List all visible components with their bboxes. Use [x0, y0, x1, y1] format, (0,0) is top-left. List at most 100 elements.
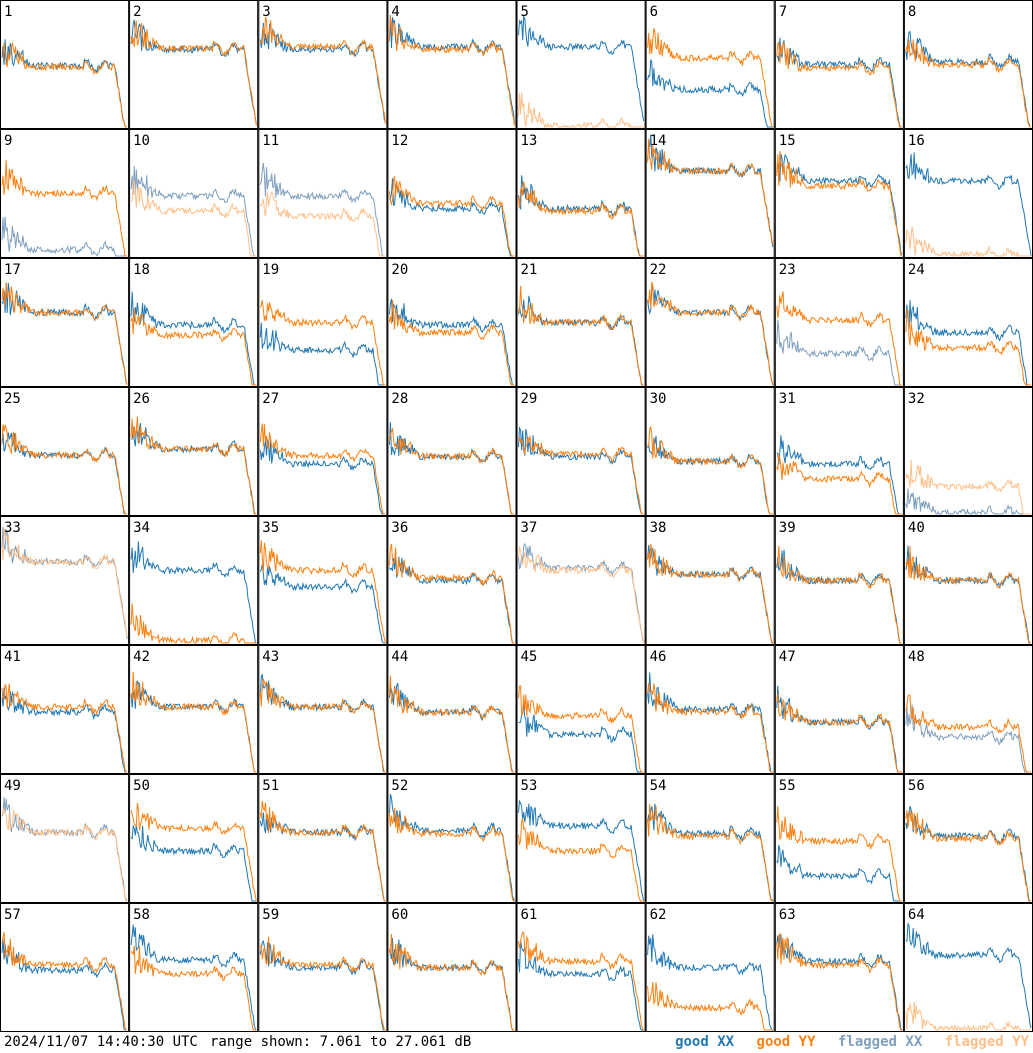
panel-40: 40	[903, 516, 1033, 645]
panel-frame	[903, 258, 1033, 387]
panel-frame	[258, 0, 388, 129]
series-xx-line	[1, 282, 128, 386]
panel-26: 26	[129, 387, 259, 516]
panel-47: 47	[774, 645, 904, 774]
legend-flagged-xx: flagged XX	[837, 1034, 923, 1050]
series-yy-line	[388, 299, 515, 386]
series-xx-line	[905, 545, 1031, 644]
panel-label: 60	[391, 907, 408, 923]
panel-frame	[645, 387, 775, 516]
series-xx-line	[388, 422, 515, 515]
series-yy-line	[905, 694, 1031, 773]
panel-44: 44	[387, 645, 517, 774]
series-xx-line	[518, 940, 644, 1031]
panel-15: 15	[774, 129, 904, 258]
panel-frame	[129, 645, 259, 774]
panel-50: 50	[129, 774, 259, 903]
panel-label: 4	[391, 4, 399, 20]
panel-61: 61	[516, 903, 646, 1032]
panel-25: 25	[0, 387, 130, 516]
panel-11: 11	[258, 129, 388, 258]
series-yy-line	[647, 982, 773, 1031]
series-yy-line	[130, 802, 257, 902]
panel-9: 9	[0, 129, 130, 258]
panel-37: 37	[516, 516, 646, 645]
series-yy-line	[905, 1001, 1031, 1032]
panel-label: 40	[908, 520, 925, 536]
panel-33: 33	[0, 516, 130, 645]
series-xx-line	[776, 37, 902, 128]
series-yy-line	[905, 39, 1031, 128]
timestamp: 2024/11/07 14:40:30 UTC	[4, 1034, 198, 1050]
series-xx-line	[647, 803, 774, 902]
panel-frame	[903, 903, 1033, 1032]
panel-label: 24	[908, 262, 925, 278]
panel-frame	[387, 0, 517, 129]
panel-62: 62	[645, 903, 775, 1032]
panel-frame	[258, 645, 388, 774]
panel-label: 15	[779, 133, 796, 149]
panel-20: 20	[387, 258, 517, 387]
panel-19: 19	[258, 258, 388, 387]
panel-frame	[645, 129, 775, 258]
series-yy-line	[259, 678, 386, 773]
panel-60: 60	[387, 903, 517, 1032]
series-yy-line	[1, 932, 128, 1031]
panel-frame	[129, 774, 259, 903]
series-yy-line	[1, 282, 128, 386]
series-xx-line	[388, 298, 515, 386]
series-yy-line	[647, 682, 773, 773]
series-xx-line	[130, 165, 257, 257]
series-xx-line	[905, 300, 1031, 386]
panel-label: 37	[521, 520, 538, 536]
panel-label: 9	[4, 133, 12, 149]
panel-2: 2	[129, 0, 259, 129]
panel-label: 33	[4, 520, 21, 536]
series-yy-line	[130, 308, 257, 386]
panel-22: 22	[645, 258, 775, 387]
panel-27: 27	[258, 387, 388, 516]
series-yy-line	[130, 416, 257, 515]
series-xx-line	[518, 704, 644, 773]
panel-label: 32	[908, 391, 925, 407]
series-yy-line	[388, 933, 515, 1031]
panel-frame	[516, 129, 646, 258]
panel-43: 43	[258, 645, 388, 774]
series-yy-line	[1, 528, 128, 637]
panel-53: 53	[516, 774, 646, 903]
panel-5: 5	[516, 0, 646, 129]
series-yy-line	[905, 308, 1031, 386]
series-xx-line	[389, 178, 515, 257]
panel-64: 64	[903, 903, 1033, 1032]
panel-28: 28	[387, 387, 517, 516]
panel-7: 7	[774, 0, 904, 129]
series-yy-line	[518, 92, 644, 129]
panel-frame	[516, 516, 646, 645]
series-yy-line	[1, 160, 128, 257]
panel-frame	[903, 387, 1033, 516]
panel-label: 56	[908, 778, 925, 794]
panel-label: 25	[4, 391, 21, 407]
panel-31: 31	[774, 387, 904, 516]
series-xx-line	[647, 934, 773, 1031]
panel-21: 21	[516, 258, 646, 387]
panel-label: 23	[779, 262, 796, 278]
panel-59: 59	[258, 903, 388, 1032]
series-xx-line	[905, 922, 1032, 1029]
series-yy-line	[518, 685, 644, 773]
panel-label: 45	[521, 649, 538, 665]
panel-42: 42	[129, 645, 259, 774]
panel-49: 49	[0, 774, 130, 903]
panel-label: 54	[650, 778, 667, 794]
panel-label: 20	[391, 262, 408, 278]
panel-56: 56	[903, 774, 1033, 903]
panel-frame	[645, 774, 775, 903]
footer-bar: 2024/11/07 14:40:30 UTC range shown: 7.0…	[0, 1032, 1033, 1053]
panel-frame	[645, 0, 775, 129]
panel-14: 14	[645, 129, 775, 258]
panel-frame	[258, 129, 388, 258]
panel-55: 55	[774, 774, 904, 903]
panel-label: 51	[262, 778, 279, 794]
series-yy-line	[1, 807, 128, 902]
panel-48: 48	[903, 645, 1033, 774]
